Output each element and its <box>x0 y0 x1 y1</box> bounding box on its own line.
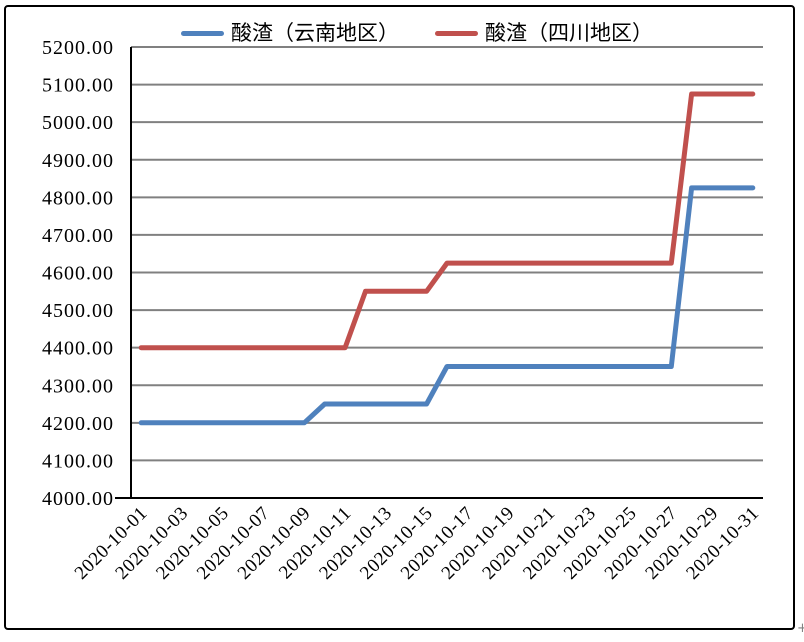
legend-label-yunnan: 酸渣（云南地区） <box>231 21 399 45</box>
y-axis-tick-label: 5000.00 <box>42 112 114 134</box>
legend-item-sichuan[interactable]: 酸渣（四川地区） <box>435 23 653 44</box>
y-axis-tick-label: 4400.00 <box>42 338 114 360</box>
y-axis-tick-label: 4600.00 <box>42 263 114 285</box>
y-axis-tick-label: 5200.00 <box>42 37 114 59</box>
legend-line-swatch-yunnan-icon <box>181 31 224 36</box>
legend-item-yunnan[interactable]: 酸渣（云南地区） <box>181 23 399 44</box>
y-axis-tick-label: 4300.00 <box>42 375 114 397</box>
legend-line-swatch-sichuan-icon <box>435 31 478 36</box>
y-axis-tick-label: 4100.00 <box>42 450 114 472</box>
y-axis-tick-label: 5100.00 <box>42 75 114 97</box>
y-axis-tick-label: 4900.00 <box>42 150 114 172</box>
series-line-1 <box>138 91 756 351</box>
y-axis-tick-label: 4500.00 <box>42 300 114 322</box>
y-axis-tick-label: 4800.00 <box>42 187 114 209</box>
series-line-0 <box>138 185 756 426</box>
y-axis-tick-label: 4000.00 <box>42 488 114 510</box>
cursor-artifact: + <box>797 621 804 636</box>
legend-label-sichuan: 酸渣（四川地区） <box>485 21 653 45</box>
y-axis-tick-label: 4700.00 <box>42 225 114 247</box>
chart-border <box>4 5 795 630</box>
y-axis-tick-label: 4200.00 <box>42 413 114 435</box>
